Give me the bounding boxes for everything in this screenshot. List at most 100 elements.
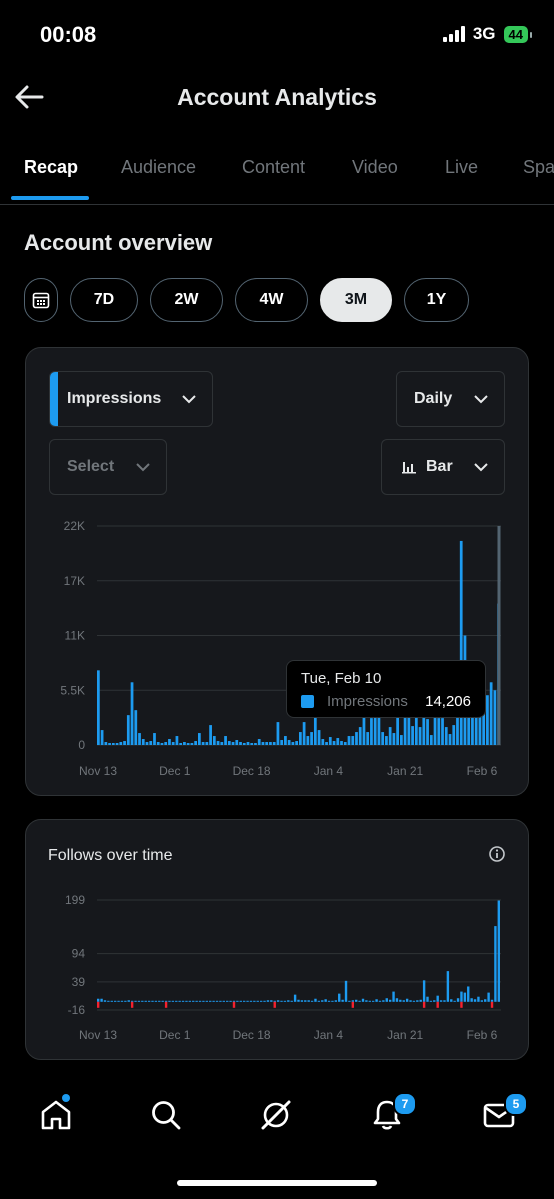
- chart-bar: [487, 992, 490, 1002]
- chart-bar: [433, 701, 437, 745]
- chart-bar: [178, 1000, 181, 1002]
- chart-bar: [310, 1000, 314, 1002]
- info-icon[interactable]: [488, 845, 506, 863]
- chart-bar: [212, 736, 216, 745]
- chart-bar: [373, 705, 377, 745]
- chart-bar: [270, 1000, 273, 1002]
- status-time: 00:08: [40, 22, 97, 47]
- follows-card: [25, 819, 529, 1060]
- chart-bar: [231, 742, 235, 745]
- chart-bar: [219, 1000, 222, 1002]
- chart-bar: [249, 1000, 253, 1002]
- chart-bar: [229, 1000, 232, 1002]
- chart-bar: [422, 980, 426, 1002]
- chart-bar: [100, 998, 103, 1002]
- chart-bar: [370, 718, 373, 745]
- home-icon[interactable]: [39, 1098, 73, 1132]
- chart-type-dropdown[interactable]: Bar: [381, 439, 505, 495]
- chart-bar: [433, 1000, 436, 1002]
- chart-bar: [302, 722, 306, 745]
- chart-bar: [490, 999, 494, 1002]
- negative-bar: [130, 1001, 134, 1008]
- negative-bar: [97, 1001, 100, 1008]
- tab-content[interactable]: Content: [242, 157, 306, 177]
- chart-bar: [201, 742, 205, 745]
- chart-bar: [381, 732, 385, 745]
- x-tick-label: Jan 4: [314, 1028, 344, 1042]
- chart-bar: [368, 1000, 371, 1002]
- chart-bar: [307, 1000, 310, 1002]
- compare-dropdown[interactable]: Select: [49, 439, 167, 495]
- tab-video[interactable]: Video: [352, 157, 398, 177]
- chart-bar: [443, 1000, 446, 1002]
- chart-bar: [366, 732, 370, 745]
- analytics-tabs: Recap Audience Content Video Live Spa: [0, 150, 554, 205]
- range-1y-button[interactable]: 1Y: [404, 278, 469, 322]
- grok-icon[interactable]: [259, 1098, 293, 1132]
- chart-bar: [227, 741, 231, 745]
- chart-bar: [494, 926, 497, 1002]
- tab-indicator: [11, 196, 89, 200]
- chart-bar: [158, 1000, 161, 1002]
- battery-icon: 44: [503, 25, 533, 43]
- chart-bar: [224, 736, 227, 745]
- network-label: 3G: [472, 24, 496, 43]
- chart-bar: [144, 1000, 147, 1002]
- chart-bar: [482, 695, 486, 745]
- x-tick-label: Jan 21: [387, 764, 423, 778]
- chart-bar: [426, 996, 429, 1002]
- chart-bar: [130, 1000, 134, 1002]
- chart-bar: [127, 1000, 130, 1002]
- chevron-down-icon: [474, 395, 488, 404]
- negative-bar: [164, 1001, 168, 1008]
- page-title: Account Analytics: [177, 84, 377, 110]
- chart-bar: [115, 743, 119, 745]
- chart-bar: [321, 1000, 324, 1002]
- bell-icon[interactable]: [371, 1098, 403, 1132]
- chart-bar: [328, 737, 332, 745]
- calendar-button[interactable]: [24, 278, 58, 322]
- y-tick-label: 11K: [65, 629, 85, 643]
- metric-dropdown[interactable]: Impressions: [49, 371, 213, 427]
- tab-audience[interactable]: Audience: [121, 157, 197, 177]
- chart-bar: [473, 999, 477, 1002]
- range-2w-button[interactable]: 2W: [150, 278, 223, 322]
- chart-bar: [317, 1000, 321, 1002]
- chart-bar: [186, 743, 190, 745]
- chart-bar: [263, 1000, 266, 1002]
- chart-bar: [480, 1000, 484, 1002]
- chart-bar: [297, 999, 300, 1002]
- chart-bar: [392, 991, 395, 1002]
- chart-bar: [147, 1000, 151, 1002]
- chart-bar: [198, 733, 201, 745]
- chart-bar: [283, 1000, 287, 1002]
- chart-bar: [113, 1000, 117, 1002]
- chart-bar: [134, 1000, 137, 1002]
- tab-recap[interactable]: Recap: [24, 157, 79, 177]
- tab-live[interactable]: Live: [445, 157, 479, 177]
- range-4w-button[interactable]: 4W: [235, 278, 308, 322]
- notifications-badge: 7: [393, 1092, 417, 1116]
- chart-bar: [175, 1000, 178, 1002]
- chart-bar: [120, 1000, 124, 1002]
- interval-dropdown[interactable]: Daily: [396, 371, 505, 427]
- bottom-navigation: 7 5: [0, 1080, 554, 1150]
- chevron-down-icon: [182, 395, 196, 404]
- chart-bar: [188, 1000, 192, 1002]
- chart-bar: [314, 998, 317, 1002]
- search-icon[interactable]: [150, 1099, 182, 1131]
- tooltip-series-swatch: [301, 695, 314, 708]
- x-tick-label: Dec 18: [233, 764, 271, 778]
- status-indicators: 3G 44: [442, 24, 533, 44]
- x-tick-label: Nov 13: [79, 1028, 117, 1042]
- tab-spaces[interactable]: Spa: [523, 157, 554, 177]
- chart-bar: [378, 1000, 382, 1002]
- range-7d-button[interactable]: 7D: [70, 278, 138, 322]
- chart-bar: [497, 900, 500, 1002]
- chart-bar: [450, 999, 453, 1002]
- chart-bar: [141, 1000, 144, 1002]
- range-3m-button[interactable]: 3M: [320, 278, 392, 322]
- chart-bar: [134, 710, 138, 745]
- back-arrow-icon[interactable]: [14, 84, 44, 110]
- chart-bar: [396, 715, 399, 745]
